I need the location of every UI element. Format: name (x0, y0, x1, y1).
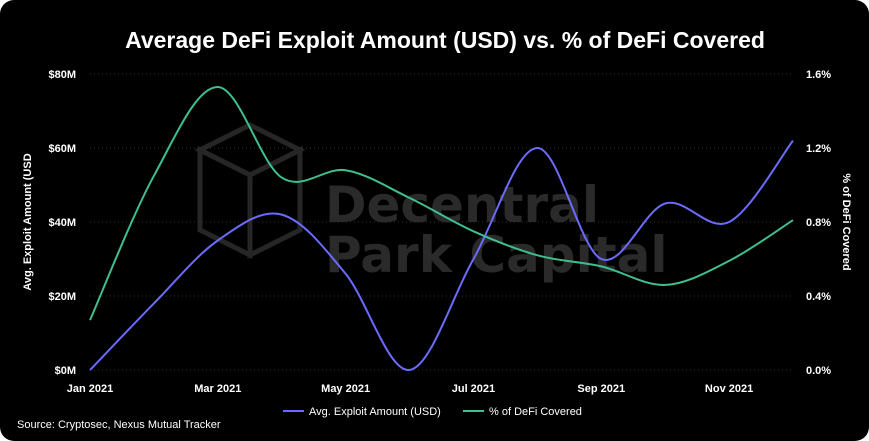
right-axis-ticks: 0.0% 0.4% 0.8% 1.2% 1.6% (806, 69, 831, 377)
watermark-line-2: Park Capital (325, 226, 668, 284)
right-axis-tick-label: 1.6% (806, 69, 831, 81)
x-axis-tick-label: Jul 2021 (452, 383, 495, 395)
left-axis-ticks: $0M $20M $40M $60M $80M (48, 69, 76, 377)
watermark: Decentral Park Capital (194, 122, 668, 284)
x-axis-tick-label: Mar 2021 (194, 383, 241, 395)
right-axis-title: % of DeFi Covered (840, 173, 852, 270)
watermark-line-1: Decentral (325, 176, 599, 234)
series-line-exploit-amount (89, 139, 794, 372)
series-line-defi-covered (89, 85, 794, 321)
left-axis-tick-label: $60M (48, 143, 76, 155)
right-axis-tick-label: 0.0% (806, 365, 831, 377)
legend-label-exploit-amount: Avg. Exploit Amount (USD) (309, 406, 441, 418)
right-axis-tick-label: 1.2% (806, 143, 831, 155)
chart-title: Average DeFi Exploit Amount (USD) vs. % … (125, 27, 765, 53)
x-axis-tick-label: Nov 2021 (705, 383, 753, 395)
x-axis-tick-label: May 2021 (321, 383, 370, 395)
watermark-cube-logo (194, 122, 306, 260)
legend: Avg. Exploit Amount (USD) % of DeFi Cove… (283, 406, 582, 418)
left-axis-tick-label: $40M (48, 217, 76, 229)
x-axis-ticks: Jan 2021 Mar 2021 May 2021 Jul 2021 Sep 2021… (67, 383, 753, 395)
left-axis-tick-label: $20M (48, 291, 76, 303)
x-axis-tick-label: Sep 2021 (577, 383, 625, 395)
x-axis-tick-label: Jan 2021 (67, 383, 113, 395)
right-axis-tick-label: 0.4% (806, 291, 831, 303)
right-axis-tick-label: 0.8% (806, 217, 831, 229)
left-axis-tick-label: $0M (55, 365, 76, 377)
source-note: Source: Cryptosec, Nexus Mutual Tracker (17, 419, 221, 431)
legend-label-defi-covered: % of DeFi Covered (489, 406, 582, 418)
left-axis-tick-label: $80M (48, 69, 76, 81)
left-axis-title: Avg. Exploit Amount (USD (22, 153, 34, 290)
